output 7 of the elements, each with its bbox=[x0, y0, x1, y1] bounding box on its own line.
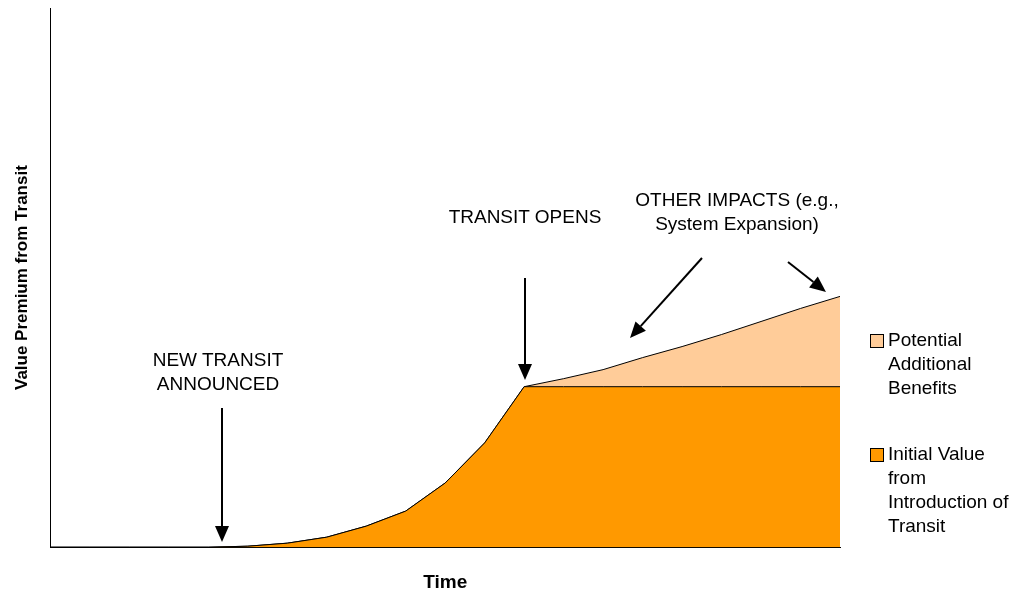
legend-label: Initial Value from Introduction of Transit bbox=[888, 442, 1010, 538]
x-axis-title: Time bbox=[423, 570, 468, 592]
annotation: NEW TRANSIT ANNOUNCED bbox=[151, 348, 285, 396]
text: OTHER IMPACTS (e.g., System Expansion) bbox=[634, 188, 840, 236]
text: TRANSIT OPENS bbox=[447, 205, 603, 229]
legend-label: Potential Additional Benefits bbox=[888, 328, 973, 400]
y-axis-title: Value Premium from Transit bbox=[11, 164, 31, 391]
